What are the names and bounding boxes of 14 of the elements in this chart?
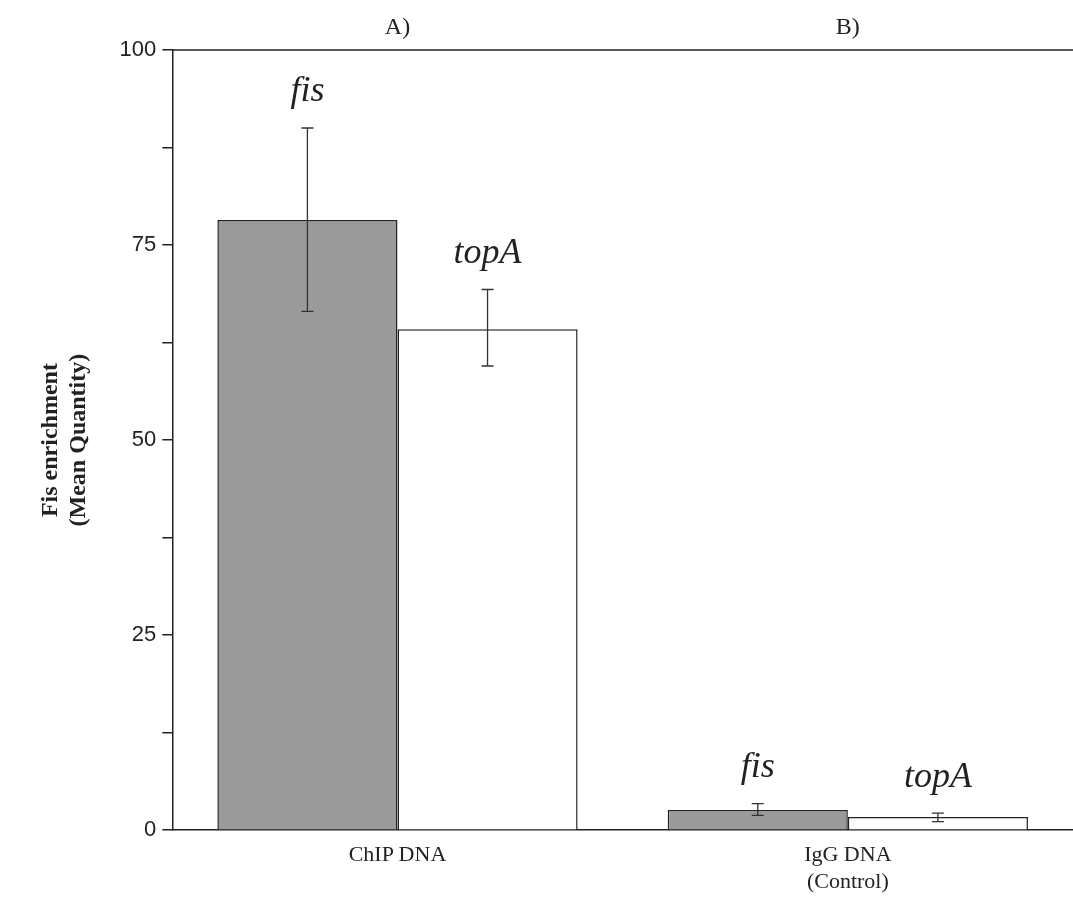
series-label: topA <box>903 754 973 795</box>
text: topA <box>453 230 522 271</box>
y-tick-label: 50 <box>131 426 157 452</box>
text: B) <box>835 13 860 40</box>
series-label: fis <box>740 745 775 786</box>
y-tick-label: 25 <box>131 621 157 647</box>
y-tick-label: 0 <box>144 816 157 842</box>
y-tick-label: 100 <box>119 36 157 62</box>
y-axis-title: Fis enrichment (Mean Quantity) <box>35 353 91 527</box>
x-tick-label: ChIP DNA <box>348 841 447 867</box>
y-tick-label: 75 <box>131 231 157 257</box>
x-tick-label: IgG DNA (Control) <box>804 841 892 893</box>
text: A) <box>384 13 411 40</box>
text: fis <box>290 69 325 110</box>
